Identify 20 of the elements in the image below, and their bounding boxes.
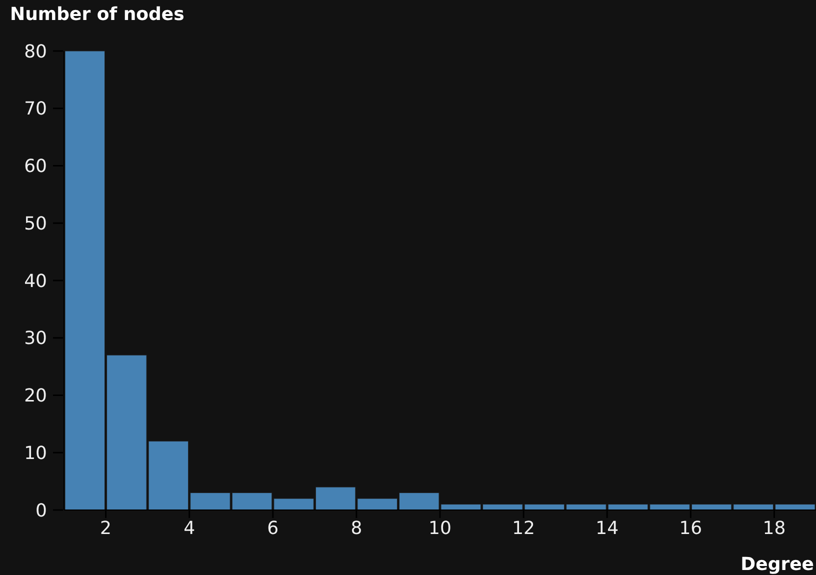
x-tick-label: 14 [596,518,619,539]
x-axis-title: Degree [740,554,814,575]
y-tick-label: 80 [24,41,47,62]
y-axis-title: Number of nodes [10,4,184,25]
y-tick-label: 30 [24,328,47,350]
y-tick-label: 0 [36,500,47,522]
y-tick-label: 70 [24,98,47,120]
y-tick-label: 40 [24,270,47,292]
y-tick-label: 60 [24,156,47,178]
x-tick-label: 2 [100,518,112,539]
x-tick-label: 16 [679,518,702,539]
x-tick-label: 8 [350,518,362,539]
x-tick-label: 6 [267,518,279,539]
y-tick-label: 50 [24,213,47,234]
y-tick-label: 20 [24,386,47,407]
x-tick-label: 18 [762,518,786,539]
x-tick-label: 4 [184,518,196,539]
x-tick-label: 12 [512,518,536,539]
x-tick-label: 10 [428,518,452,539]
y-tick-label: 10 [24,442,47,464]
